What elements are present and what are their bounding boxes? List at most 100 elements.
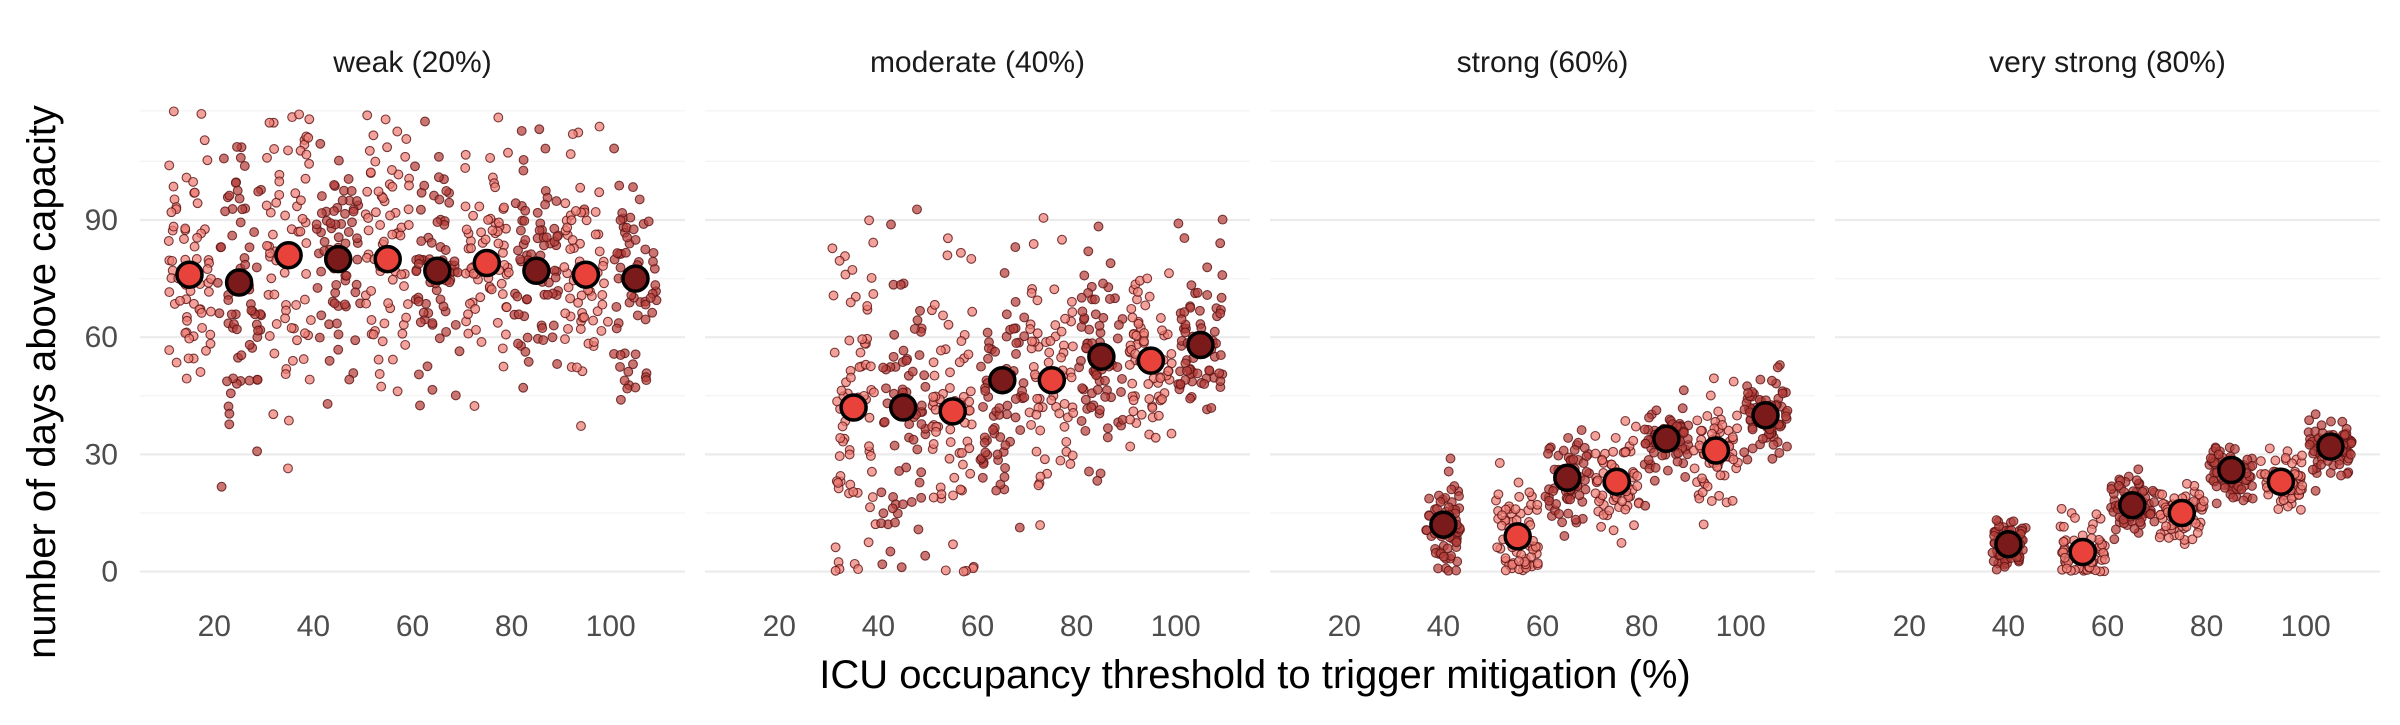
sample-point [1027, 336, 1037, 347]
sample-point [269, 289, 280, 300]
sample-point [316, 266, 327, 277]
sample-point [331, 318, 342, 329]
sample-point [1569, 445, 1580, 455]
sample-point [615, 361, 625, 372]
sample-point [1144, 394, 1155, 404]
sample-point [225, 388, 236, 399]
panel-title: weak (20%) [332, 46, 491, 79]
sample-point [876, 518, 887, 529]
sample-point [444, 197, 455, 208]
sample-point [590, 207, 601, 217]
sample-point [845, 297, 856, 308]
sample-point [1717, 420, 1728, 430]
sample-point [1727, 495, 1738, 506]
sample-point [1580, 484, 1591, 495]
sample-point [363, 213, 374, 223]
sample-point [590, 229, 601, 240]
sample-point [226, 309, 237, 320]
sample-point [1620, 447, 1631, 458]
sample-point [1524, 487, 1535, 498]
sample-point [450, 390, 461, 401]
sample-point [1743, 388, 1753, 398]
sample-point [224, 419, 235, 430]
sample-point [976, 361, 986, 372]
sample-point [628, 224, 639, 235]
sample-point [329, 179, 340, 190]
sample-point [1014, 522, 1025, 533]
sample-point [262, 240, 272, 251]
sample-point [1157, 325, 1167, 336]
sample-point [1091, 370, 1102, 381]
sample-point [1076, 292, 1087, 303]
sample-point [350, 335, 361, 346]
sample-point [1125, 441, 1136, 452]
sample-point [983, 353, 993, 364]
sample-point [864, 215, 875, 226]
group-mean-point [1503, 522, 1532, 551]
sample-point [867, 492, 878, 503]
sample-point [1086, 402, 1097, 413]
sample-point [246, 305, 257, 316]
sample-point [471, 324, 481, 335]
sample-point [1157, 394, 1167, 405]
sample-point [1031, 446, 1042, 457]
sample-point [1056, 326, 1067, 337]
sample-point [965, 468, 976, 479]
sample-point [441, 186, 452, 196]
sample-point [1777, 388, 1788, 399]
sample-point [362, 110, 373, 121]
sample-point [1698, 519, 1709, 530]
sample-point [623, 366, 634, 377]
sample-point [1680, 472, 1691, 482]
x-tick-label: 40 [297, 610, 330, 643]
x-tick-label: 100 [586, 610, 636, 643]
sample-point [1153, 410, 1164, 421]
sample-point [611, 323, 622, 334]
sample-point [1038, 212, 1049, 223]
sample-point [945, 367, 955, 378]
sample-point [1045, 336, 1056, 346]
sample-point [1015, 425, 1026, 436]
sample-point [188, 176, 199, 187]
sample-point [501, 302, 512, 313]
sample-point [648, 256, 658, 267]
sample-point [942, 250, 953, 261]
sample-point [963, 349, 974, 360]
sample-point [1732, 410, 1742, 421]
sample-point [1044, 347, 1055, 358]
sample-point [1728, 454, 1739, 465]
panel-title: very strong (80%) [1989, 46, 2226, 79]
group-mean-point [938, 397, 967, 426]
sample-point [868, 289, 879, 299]
sample-point [1692, 415, 1703, 426]
sample-point [2198, 496, 2209, 507]
sample-point [844, 449, 855, 460]
sample-point [1442, 543, 1453, 554]
sample-point [887, 503, 898, 514]
sample-point [1446, 484, 1457, 495]
sample-point [1057, 234, 1067, 245]
sample-point [865, 450, 876, 461]
sample-point [214, 308, 225, 319]
sample-point [387, 181, 398, 192]
sample-point [863, 537, 874, 548]
sample-point [374, 369, 385, 379]
sample-point [571, 362, 582, 373]
sample-point [433, 172, 444, 183]
sample-point [205, 306, 216, 317]
sample-point [1640, 438, 1651, 449]
sample-point [427, 384, 438, 395]
sample-point [1689, 463, 1700, 474]
sample-point [513, 338, 523, 349]
sample-point [640, 244, 651, 255]
sample-point [1445, 453, 1456, 464]
sample-point [316, 191, 327, 202]
sample-point [1650, 462, 1661, 473]
sample-point [401, 134, 412, 144]
panel-3: strong (60%) 20 40 60 80 100 [1270, 46, 1815, 643]
sample-point [955, 247, 966, 258]
sample-point [634, 194, 645, 205]
sample-point [1116, 387, 1126, 397]
sample-point [994, 403, 1005, 414]
